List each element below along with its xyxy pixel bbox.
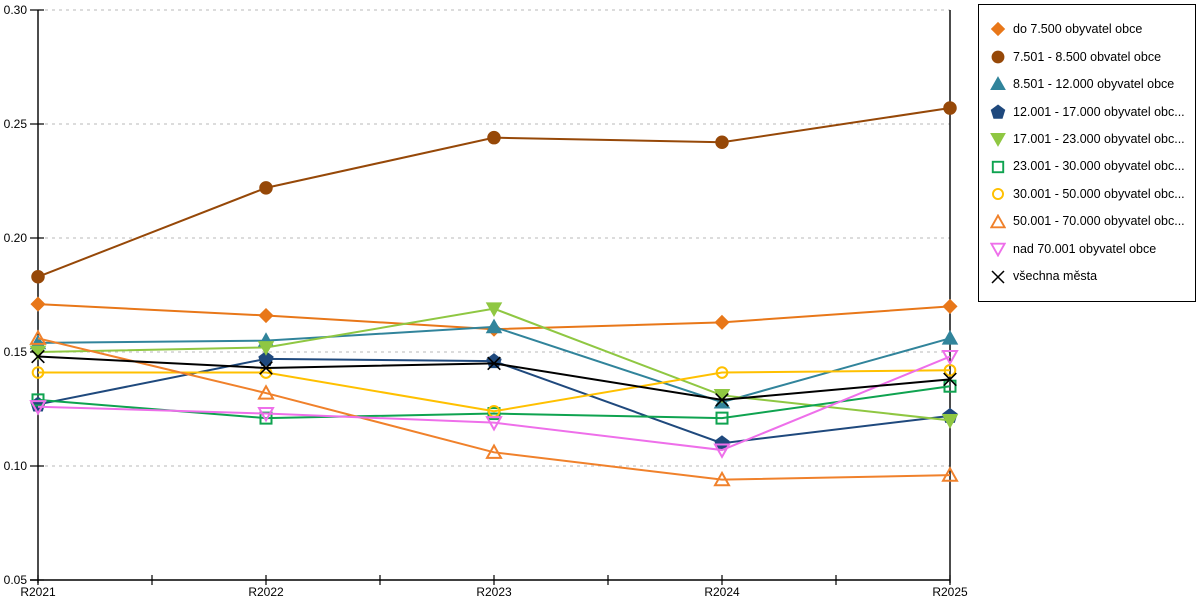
triangle-down-marker-icon: [485, 416, 503, 432]
circle-marker-icon: [487, 130, 501, 145]
y-tick-label: 0.20: [4, 231, 28, 245]
triangle-down-marker-icon: [941, 349, 959, 366]
triangle-up-marker-icon: [990, 213, 1006, 228]
diamond-marker-icon: [258, 307, 274, 324]
triangle-up-marker-icon: [941, 329, 959, 345]
series-4: [29, 302, 959, 429]
legend-item-label: všechna města: [1013, 269, 1098, 284]
y-tick-label: 0.30: [4, 3, 28, 17]
series-3: [30, 350, 958, 451]
legend-item: nad 70.001 obyvatel obce: [990, 241, 1191, 258]
diamond-marker-icon: [942, 298, 958, 314]
circle-marker-icon: [715, 366, 729, 379]
x-marker-icon: [259, 361, 273, 375]
pentagon-legend-marker-icon: [990, 104, 1006, 119]
y-tick-label: 0.25: [4, 117, 28, 131]
circle-marker-icon: [992, 188, 1004, 201]
x-tick-label: R2022: [248, 585, 284, 599]
x-marker-icon: [487, 356, 501, 371]
diamond-marker-icon: [714, 314, 730, 330]
square-marker-icon: [31, 393, 45, 407]
circle-marker-icon: [31, 270, 45, 284]
legend-item-label: 17.001 - 23.000 obyvatel obc...: [1013, 132, 1185, 147]
triangle-down-marker-icon: [990, 242, 1006, 258]
triangle-up-marker-icon: [941, 466, 959, 482]
x-marker-icon: [943, 372, 957, 387]
triangle-up-marker-icon: [257, 384, 275, 400]
square-marker-icon: [991, 160, 1005, 173]
triangle-up-marker-icon: [29, 329, 47, 345]
legend-item: 50.001 - 70.000 obyvatel obc...: [990, 213, 1191, 230]
legend-item: do 7.500 obyvatel obce: [990, 21, 1191, 37]
legend-item-label: 7.501 - 8.500 obvatel obce: [1013, 49, 1162, 64]
legend-item: 17.001 - 23.000 obyvatel obc...: [990, 131, 1191, 148]
legend-item-label: nad 70.001 obyvatel obce: [1013, 241, 1157, 256]
x-legend-marker-icon: [991, 270, 1005, 284]
legend-item: 7.501 - 8.500 obvatel obce: [990, 49, 1191, 65]
series-8: [29, 349, 959, 459]
legend-item-label: do 7.500 obyvatel obce: [1013, 22, 1143, 37]
circle-marker-icon: [259, 181, 273, 195]
circle-legend-marker-icon: [991, 50, 1005, 64]
series-7: [29, 329, 959, 487]
legend-item: 23.001 - 30.000 obyvatel obc...: [990, 159, 1191, 175]
circle-legend-marker-icon: [992, 188, 1004, 201]
legend-item-label: 8.501 - 12.000 obyvatel obce: [1013, 77, 1175, 92]
legend-item: 12.001 - 17.000 obyvatel obc...: [990, 104, 1191, 120]
triangle-up-marker-icon: [485, 318, 503, 334]
triangle-down-marker-icon: [713, 443, 731, 459]
y-tick-label: 0.10: [4, 459, 28, 473]
pentagon-marker-icon: [486, 353, 502, 369]
series-9: [31, 349, 957, 407]
x-tick-label: R2024: [704, 585, 740, 599]
x-tick-label: R2023: [476, 585, 512, 599]
legend-item-label: 23.001 - 30.000 obyvatel obc...: [1013, 159, 1185, 174]
circle-marker-icon: [991, 50, 1005, 64]
circle-marker-icon: [31, 366, 45, 379]
legend-item-label: 50.001 - 70.000 obyvatel obc...: [1013, 214, 1185, 229]
triangle-down-marker-icon: [941, 414, 959, 429]
triangle-down-marker-icon: [990, 133, 1006, 148]
series-line: [37, 355, 951, 452]
y-tick-label: 0.15: [4, 345, 28, 359]
square-marker-icon: [943, 379, 957, 393]
legend-item: 8.501 - 12.000 obyvatel obce: [990, 76, 1191, 92]
y-tick-label: 0.05: [4, 573, 28, 587]
diamond-marker-icon: [30, 296, 46, 312]
square-legend-marker-icon: [991, 160, 1005, 173]
diamond-legend-marker-icon: [990, 22, 1006, 37]
triangle-down-marker-icon: [485, 302, 503, 318]
x-marker-icon: [991, 270, 1005, 284]
square-marker-icon: [715, 411, 729, 425]
triangle-down-marker-icon: [29, 400, 47, 416]
triangle-up-marker-icon: [713, 470, 731, 487]
x-tick-label: R2021: [20, 585, 56, 599]
triangle-down-legend-marker-icon: [990, 242, 1006, 258]
circle-marker-icon: [943, 101, 957, 115]
series-line: [37, 337, 951, 481]
legend-item-label: 30.001 - 50.000 obyvatel obc...: [1013, 186, 1185, 201]
circle-marker-icon: [715, 135, 729, 149]
x-marker-icon: [715, 393, 729, 407]
legend: do 7.500 obyvatel obce 7.501 - 8.500 obva…: [978, 4, 1196, 302]
legend-item: všechna města: [990, 269, 1191, 285]
series-1: [31, 101, 957, 284]
triangle-down-legend-marker-icon: [990, 133, 1006, 148]
triangle-up-marker-icon: [990, 76, 1006, 91]
legend-item-label: 12.001 - 17.000 obyvatel obc...: [1013, 104, 1185, 119]
pentagon-marker-icon: [258, 350, 274, 366]
triangle-down-marker-icon: [257, 341, 275, 356]
diamond-marker-icon: [990, 22, 1006, 37]
x-marker-icon: [31, 349, 45, 364]
triangle-up-marker-icon: [485, 443, 503, 459]
triangle-up-legend-marker-icon: [990, 76, 1006, 91]
triangle-up-legend-marker-icon: [990, 213, 1006, 228]
x-tick-label: R2025: [932, 585, 968, 599]
triangle-down-marker-icon: [257, 406, 275, 423]
series-line: [38, 369, 951, 413]
pentagon-marker-icon: [990, 104, 1006, 119]
legend-item: 30.001 - 50.000 obyvatel obc...: [990, 186, 1191, 202]
